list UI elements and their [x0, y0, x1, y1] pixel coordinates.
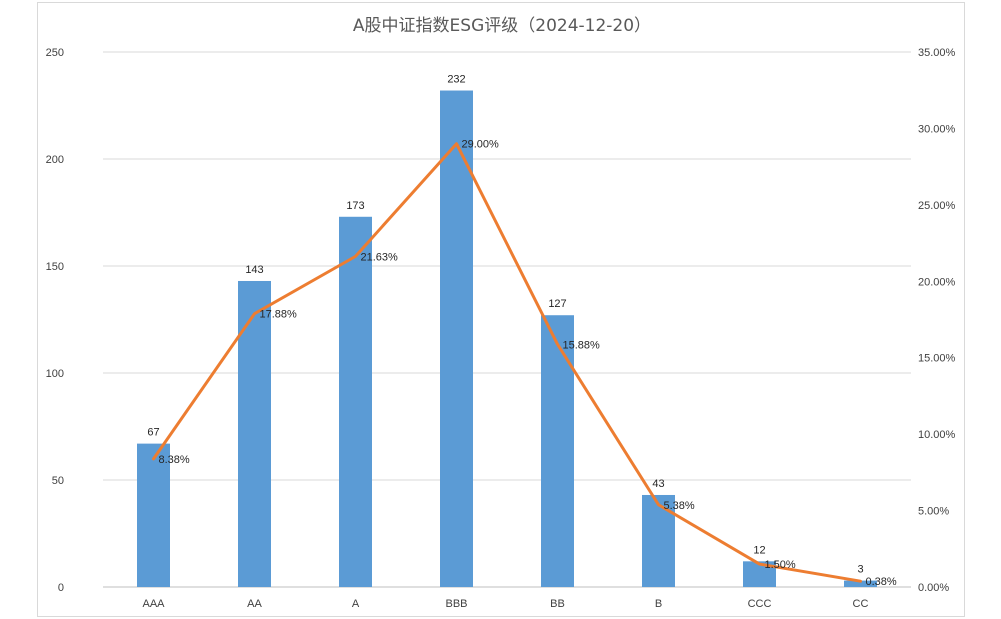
category-label: BB: [550, 598, 565, 610]
bar-value-label: 127: [548, 298, 566, 310]
bar: [339, 216, 372, 587]
right-tick-label: 25.00%: [918, 200, 956, 212]
left-tick-label: 250: [46, 47, 64, 59]
left-axis-ticks: 0 50 100 150 200 250: [46, 47, 64, 594]
category-label: AAA: [142, 598, 165, 610]
bar-data-labels: 67 143 173 232 127 43 12 3: [147, 74, 863, 576]
right-tick-label: 35.00%: [918, 47, 956, 59]
line-value-label: 8.38%: [159, 454, 190, 466]
category-label: CC: [853, 598, 869, 610]
line-value-label: 29.00%: [462, 139, 500, 151]
chart-title: A股中证指数ESG评级（2024-12-20）: [353, 16, 651, 36]
bar-value-label: 12: [753, 544, 765, 556]
right-tick-label: 0.00%: [918, 582, 949, 594]
line-value-label: 5.38%: [664, 500, 695, 512]
category-label: BBB: [445, 598, 467, 610]
line-value-label: 1.50%: [765, 559, 796, 571]
line-value-label: 15.88%: [563, 339, 601, 351]
right-tick-label: 20.00%: [918, 276, 956, 288]
line-value-label: 17.88%: [260, 309, 298, 321]
right-tick-label: 30.00%: [918, 123, 956, 135]
left-tick-label: 200: [46, 154, 64, 166]
category-axis-labels: AAA AA A BBB BB B CCC CC: [142, 598, 868, 610]
category-label: AA: [247, 598, 262, 610]
line-value-label: 21.63%: [361, 251, 399, 263]
right-tick-label: 5.00%: [918, 506, 949, 518]
line-series: [152, 142, 862, 583]
bar-value-label: 3: [857, 564, 863, 576]
bar: [541, 315, 574, 587]
left-tick-label: 50: [52, 475, 64, 487]
bar: [137, 443, 170, 587]
bar-value-label: 143: [245, 264, 263, 276]
category-label: CCC: [748, 598, 772, 610]
left-tick-label: 150: [46, 261, 64, 273]
category-label: B: [655, 598, 662, 610]
right-tick-label: 15.00%: [918, 353, 956, 365]
right-tick-label: 10.00%: [918, 429, 956, 441]
right-axis-ticks: 0.00% 5.00% 10.00% 15.00% 20.00% 25.00% 30.00%…: [918, 47, 956, 594]
gridlines: [103, 51, 911, 588]
bar-value-label: 67: [147, 427, 159, 439]
line-value-label: 0.38%: [866, 576, 897, 588]
bar-value-label: 173: [346, 200, 364, 212]
line-data-labels: 8.38% 17.88% 21.63% 29.00% 15.88% 5.38% 1.50% 0…: [159, 139, 897, 588]
category-label: A: [352, 598, 360, 610]
bar: [440, 90, 473, 588]
chart-frame: A股中证指数ESG评级（2024-12-20） 0 50 100 150 200 250 …: [37, 2, 965, 617]
left-tick-label: 100: [46, 368, 64, 380]
bar-value-label: 232: [447, 74, 465, 86]
bar-value-label: 43: [652, 478, 664, 490]
line-path: [152, 142, 862, 583]
bar: [844, 580, 877, 587]
bar: [238, 280, 271, 587]
chart-canvas: A股中证指数ESG评级（2024-12-20） 050100150200250 …: [46, 16, 956, 610]
left-tick-label: 0: [58, 582, 64, 594]
bar-series: [137, 90, 877, 588]
